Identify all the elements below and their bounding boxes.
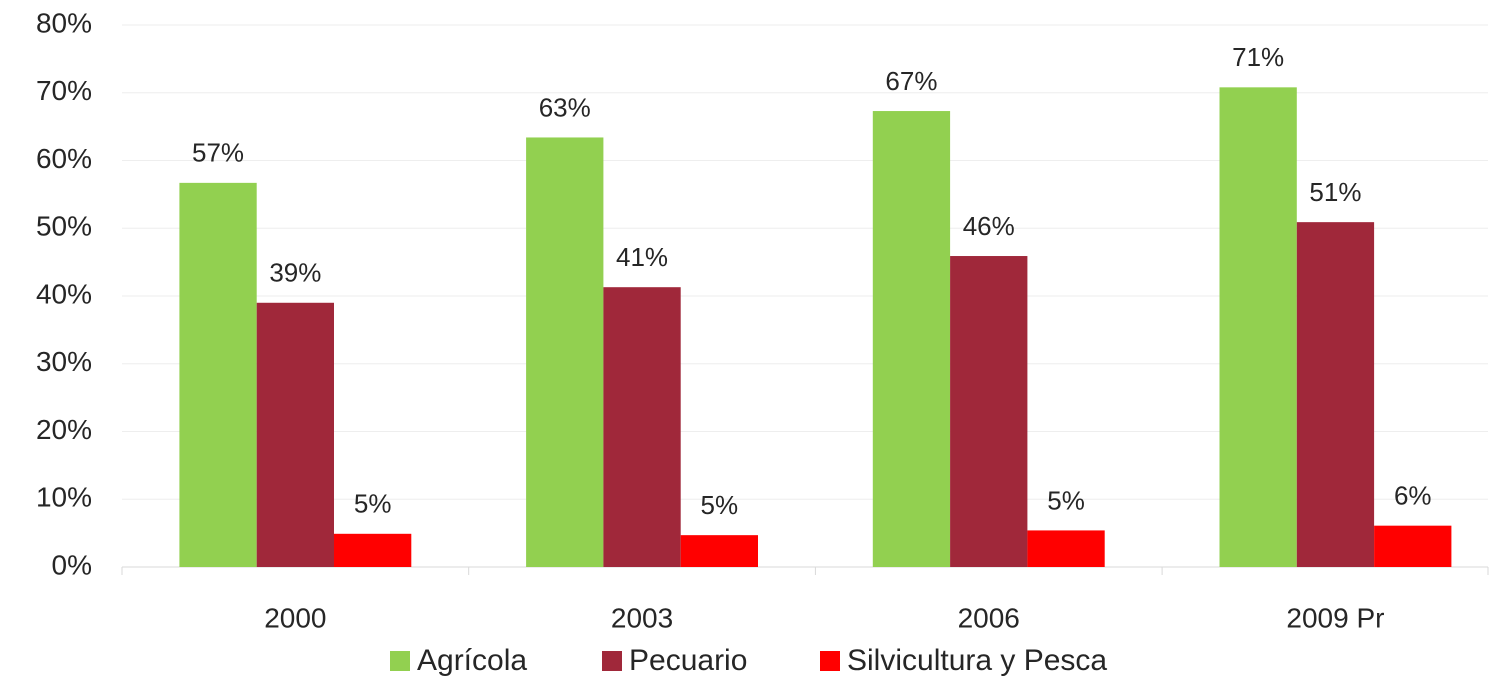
- data-label: 67%: [885, 66, 937, 96]
- data-label: 5%: [354, 489, 392, 519]
- legend-label: Agrícola: [417, 644, 527, 677]
- x-tick-label: 2006: [958, 602, 1020, 633]
- legend-label: Pecuario: [629, 644, 747, 677]
- data-label: 5%: [701, 490, 739, 520]
- y-tick-label: 60%: [36, 143, 92, 174]
- y-tick-label: 80%: [36, 7, 92, 38]
- y-tick-label: 20%: [36, 414, 92, 445]
- bar: [1296, 222, 1375, 567]
- y-tick-label: 50%: [36, 211, 92, 242]
- bar: [256, 302, 334, 567]
- bar: [1219, 87, 1297, 567]
- bar: [872, 111, 951, 567]
- bar: [1027, 530, 1105, 567]
- legend-swatch: [820, 651, 840, 671]
- bar: [1374, 525, 1452, 567]
- legend-swatch: [390, 651, 410, 671]
- bar: [603, 287, 681, 567]
- data-label: 46%: [963, 211, 1015, 241]
- data-label: 41%: [616, 242, 668, 272]
- data-label: 5%: [1047, 485, 1085, 515]
- legend-swatch: [602, 651, 622, 671]
- data-label: 71%: [1232, 42, 1284, 72]
- data-label: 63%: [539, 92, 591, 122]
- y-tick-label: 70%: [36, 75, 92, 106]
- bar: [526, 137, 604, 567]
- data-label: 51%: [1309, 177, 1361, 207]
- x-tick-label: 2000: [264, 602, 326, 633]
- bar: [680, 535, 758, 567]
- data-label: 39%: [269, 258, 321, 288]
- y-tick-label: 30%: [36, 346, 92, 377]
- data-label: 6%: [1394, 481, 1432, 511]
- x-tick-label: 2003: [611, 602, 673, 633]
- bar: [334, 533, 412, 567]
- y-tick-label: 10%: [36, 482, 92, 513]
- y-tick-label: 40%: [36, 278, 92, 309]
- legend-label: Silvicultura y Pesca: [847, 644, 1107, 677]
- bar: [179, 182, 257, 568]
- y-tick-label: 0%: [52, 549, 92, 580]
- bar: [950, 256, 1028, 567]
- x-tick-label: 2009 Pr: [1286, 602, 1384, 633]
- data-label: 57%: [192, 138, 244, 168]
